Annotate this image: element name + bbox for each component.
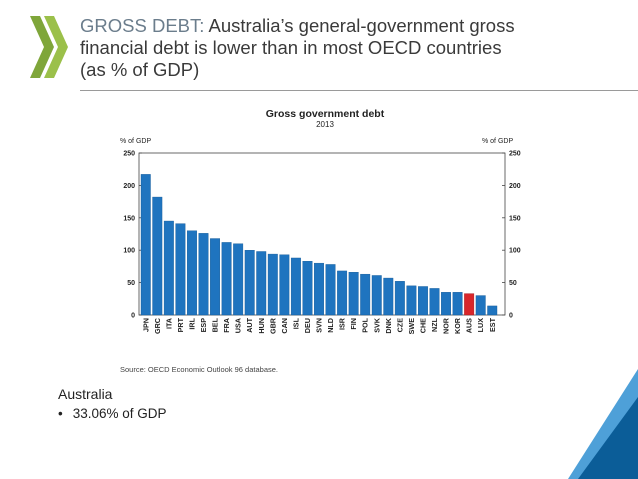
x-tick-label-svk: SVK [372, 317, 381, 333]
x-tick-label-nor: NOR [442, 317, 451, 334]
bar-dnk [383, 277, 394, 316]
x-tick-label-nld: NLD [326, 318, 335, 333]
x-tick-label-esp: ESP [199, 318, 208, 333]
x-tick-label-aut: AUT [245, 317, 254, 332]
bar-deu [302, 261, 313, 316]
x-tick-label-aus: AUS [465, 318, 474, 333]
bar-bel [210, 238, 221, 316]
x-tick-label-lux: LUX [476, 318, 485, 333]
note-value: 33.06% of GDP [72, 406, 167, 421]
bar-esp [198, 233, 209, 316]
x-tick-label-pol: POL [361, 317, 370, 332]
bar-nzl [429, 288, 440, 316]
bar-fin [348, 272, 359, 316]
y-axis-label-left: % of GDP [120, 138, 151, 145]
bar-svk [371, 275, 382, 316]
x-tick-label-bel: BEL [211, 317, 220, 332]
bar-jpn [140, 174, 151, 316]
y-tick-label-left: 200 [123, 183, 135, 190]
bar-prt [175, 223, 186, 316]
x-tick-label-jpn: JPN [141, 318, 150, 332]
x-tick-label-fra: FRA [222, 318, 231, 333]
x-tick-label-kor: KOR [453, 317, 462, 334]
y-tick-label-left: 150 [123, 215, 135, 222]
bar-svn [314, 262, 324, 316]
bar-gbr [267, 253, 278, 316]
bar-isr [337, 270, 348, 316]
corner-decoration [568, 369, 638, 479]
x-tick-label-cze: CZE [395, 318, 404, 333]
x-tick-label-ita: ITA [164, 318, 173, 329]
title-line-2: financial debt is lower than in most OEC… [80, 37, 502, 58]
bullet-dot: • [58, 406, 63, 421]
bar-swe [406, 285, 417, 316]
chart-subtitle: 2013 [316, 120, 334, 129]
oecd-chevrons-icon [30, 16, 68, 78]
x-tick-label-can: CAN [280, 318, 289, 334]
bar-che [418, 286, 428, 316]
bar-ita [163, 220, 174, 316]
x-tick-label-isr: ISR [338, 317, 347, 330]
bar-fra [221, 242, 232, 316]
slide-title: GROSS DEBT: Australia’s general-governme… [80, 15, 630, 81]
x-tick-label-grc: GRC [153, 318, 162, 334]
bar-aus [464, 293, 475, 316]
y-tick-label-right: 100 [509, 248, 521, 255]
y-tick-label-right: 50 [509, 280, 517, 287]
header-divider [80, 90, 638, 91]
title-lead: GROSS DEBT: [80, 15, 205, 36]
x-tick-label-gbr: GBR [268, 317, 277, 334]
y-tick-label-left: 0 [131, 313, 135, 320]
bar-kor [452, 292, 463, 316]
bar-can [279, 254, 290, 316]
x-tick-label-hun: HUN [257, 318, 266, 334]
chart-title: Gross government debt [266, 108, 385, 120]
title-line-3: (as % of GDP) [80, 59, 200, 80]
bar-aut [244, 249, 255, 316]
y-axis-label-right: % of GDP [482, 138, 513, 145]
x-tick-label-irl: IRL [187, 317, 196, 329]
x-tick-label-isl: ISL [291, 317, 300, 329]
note-bullet: • 33.06% of GDP [58, 406, 167, 421]
bar-irl [186, 230, 197, 316]
y-tick-label-right: 150 [509, 215, 521, 222]
x-tick-label-nzl: NZL [430, 317, 439, 332]
bar-nld [325, 264, 336, 316]
y-tick-label-right: 250 [509, 151, 521, 158]
x-tick-label-fin: FIN [349, 318, 358, 330]
x-tick-label-swe: SWE [407, 318, 416, 335]
x-tick-label-prt: PRT [176, 317, 185, 332]
x-tick-label-svn: SVN [315, 318, 324, 333]
x-tick-label-dnk: DNK [384, 317, 393, 333]
x-tick-label-usa: USA [234, 318, 243, 333]
bar-usa [233, 243, 244, 316]
y-tick-label-right: 0 [509, 313, 513, 320]
bar-lux [475, 295, 486, 316]
y-tick-label-left: 100 [123, 248, 135, 255]
x-tick-label-deu: DEU [303, 318, 312, 333]
bar-cze [394, 281, 405, 316]
bar-grc [152, 196, 163, 316]
y-tick-label-left: 50 [127, 280, 135, 287]
bar-est [487, 305, 498, 316]
bar-nor [441, 292, 451, 316]
y-tick-label-left: 250 [123, 151, 135, 158]
x-tick-label-che: CHE [418, 318, 427, 333]
y-tick-label-right: 200 [509, 183, 521, 190]
bar-hun [256, 251, 267, 316]
bar-isl [290, 257, 301, 316]
title-line-1: Australia’s general-government gross [204, 15, 515, 36]
bar-pol [360, 273, 371, 316]
x-tick-label-est: EST [488, 317, 497, 332]
chart-source: Source: OECD Economic Outlook 96 databas… [120, 365, 278, 374]
note-title: Australia [58, 386, 113, 402]
